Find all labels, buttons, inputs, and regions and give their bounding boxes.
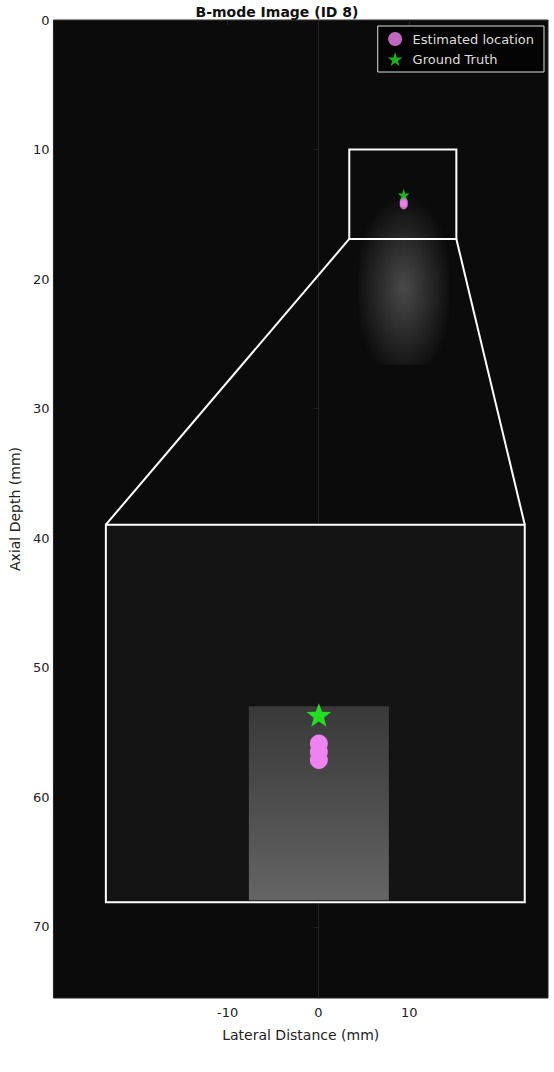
svg-text:Axial Depth (mm): Axial Depth (mm): [7, 447, 23, 571]
svg-text:Ground Truth: Ground Truth: [413, 52, 498, 67]
svg-text:Estimated location: Estimated location: [413, 32, 534, 47]
svg-text:10: 10: [33, 142, 50, 157]
svg-text:20: 20: [33, 272, 50, 287]
svg-text:0: 0: [41, 13, 49, 28]
svg-text:60: 60: [33, 790, 50, 805]
svg-text:50: 50: [33, 660, 50, 675]
svg-text:70: 70: [33, 919, 50, 934]
svg-text:-10: -10: [217, 1005, 238, 1020]
svg-text:Lateral Distance (mm): Lateral Distance (mm): [222, 1027, 379, 1043]
svg-text:30: 30: [33, 401, 50, 416]
svg-text:10: 10: [401, 1005, 418, 1020]
svg-text:0: 0: [314, 1005, 322, 1020]
svg-text:B-mode Image (ID 8): B-mode Image (ID 8): [196, 4, 359, 20]
svg-text:40: 40: [33, 531, 50, 546]
